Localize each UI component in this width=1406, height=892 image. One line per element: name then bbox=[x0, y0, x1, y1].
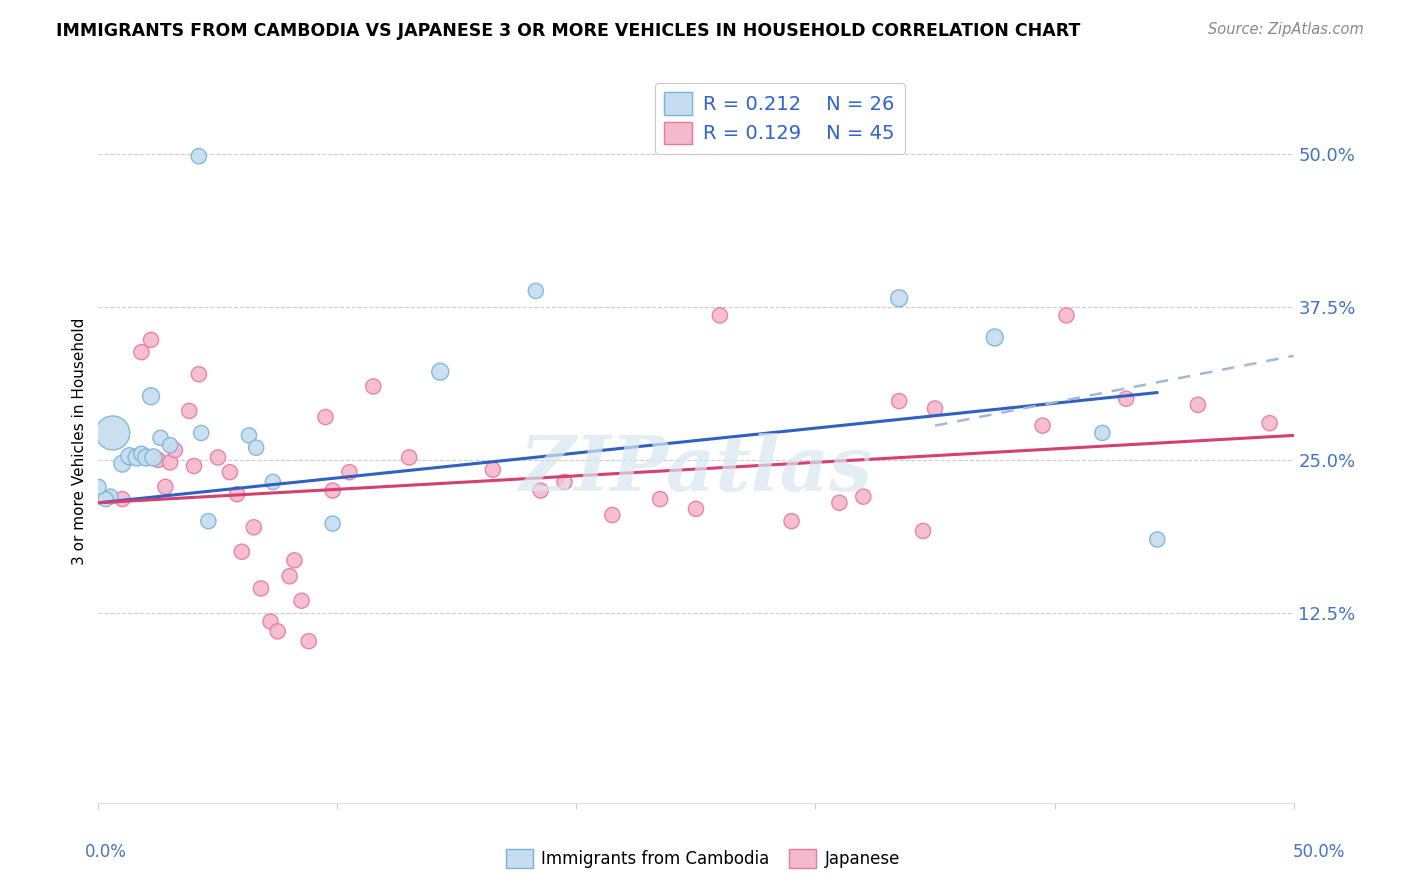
Point bbox=[648, 492, 672, 507]
Point bbox=[1091, 425, 1114, 440]
Point bbox=[148, 453, 170, 467]
Point bbox=[243, 520, 266, 534]
Point bbox=[159, 455, 181, 469]
Point bbox=[339, 465, 361, 479]
Point bbox=[219, 465, 242, 479]
Point bbox=[118, 449, 141, 463]
Point bbox=[131, 447, 153, 461]
Point bbox=[602, 508, 624, 522]
Point bbox=[889, 394, 911, 409]
Legend: Immigrants from Cambodia, Japanese: Immigrants from Cambodia, Japanese bbox=[499, 843, 907, 875]
Point bbox=[197, 514, 219, 528]
Point bbox=[142, 450, 165, 465]
Point bbox=[283, 553, 305, 567]
Y-axis label: 3 or more Vehicles in Household: 3 or more Vehicles in Household bbox=[72, 318, 87, 566]
Point bbox=[1032, 418, 1054, 433]
Text: 0.0%: 0.0% bbox=[84, 843, 127, 861]
Point bbox=[322, 483, 344, 498]
Point bbox=[889, 291, 911, 305]
Point bbox=[780, 514, 803, 528]
Point bbox=[207, 450, 229, 465]
Point bbox=[259, 615, 281, 629]
Point bbox=[245, 441, 267, 455]
Point bbox=[524, 284, 547, 298]
Point bbox=[87, 480, 110, 494]
Point bbox=[852, 490, 875, 504]
Point bbox=[530, 483, 553, 498]
Point bbox=[179, 404, 201, 418]
Point bbox=[111, 492, 134, 507]
Point bbox=[149, 431, 172, 445]
Point bbox=[924, 401, 946, 416]
Point bbox=[190, 425, 212, 440]
Point bbox=[1146, 533, 1168, 547]
Point bbox=[984, 330, 1007, 344]
Point bbox=[554, 475, 576, 489]
Point bbox=[101, 425, 124, 440]
Point bbox=[298, 634, 321, 648]
Point bbox=[1258, 416, 1281, 430]
Point bbox=[98, 490, 122, 504]
Text: 50.0%: 50.0% bbox=[1292, 843, 1346, 861]
Point bbox=[131, 345, 153, 359]
Point bbox=[1187, 398, 1209, 412]
Point bbox=[139, 389, 162, 403]
Point bbox=[1056, 309, 1078, 323]
Point bbox=[125, 450, 148, 465]
Legend: R = 0.212    N = 26, R = 0.129    N = 45: R = 0.212 N = 26, R = 0.129 N = 45 bbox=[655, 83, 904, 154]
Point bbox=[278, 569, 301, 583]
Point bbox=[363, 379, 385, 393]
Point bbox=[183, 458, 205, 473]
Point bbox=[1115, 392, 1137, 406]
Point bbox=[155, 480, 177, 494]
Text: Source: ZipAtlas.com: Source: ZipAtlas.com bbox=[1208, 22, 1364, 37]
Point bbox=[187, 149, 209, 163]
Point bbox=[139, 333, 162, 347]
Point bbox=[238, 428, 260, 442]
Point bbox=[94, 492, 117, 507]
Point bbox=[267, 624, 290, 639]
Point bbox=[911, 524, 934, 538]
Text: IMMIGRANTS FROM CAMBODIA VS JAPANESE 3 OR MORE VEHICLES IN HOUSEHOLD CORRELATION: IMMIGRANTS FROM CAMBODIA VS JAPANESE 3 O… bbox=[56, 22, 1081, 40]
Point bbox=[322, 516, 344, 531]
Point bbox=[685, 502, 707, 516]
Point bbox=[481, 463, 505, 477]
Point bbox=[828, 496, 851, 510]
Point bbox=[398, 450, 420, 465]
Point bbox=[429, 365, 451, 379]
Point bbox=[231, 545, 253, 559]
Point bbox=[135, 450, 157, 465]
Point bbox=[291, 593, 314, 607]
Point bbox=[262, 475, 284, 489]
Text: ZIPatlas: ZIPatlas bbox=[519, 434, 873, 508]
Point bbox=[250, 582, 273, 596]
Point bbox=[111, 457, 134, 471]
Point bbox=[226, 487, 249, 501]
Point bbox=[709, 309, 731, 323]
Point bbox=[163, 443, 186, 458]
Point bbox=[159, 438, 181, 452]
Point bbox=[187, 367, 209, 381]
Point bbox=[315, 410, 337, 425]
